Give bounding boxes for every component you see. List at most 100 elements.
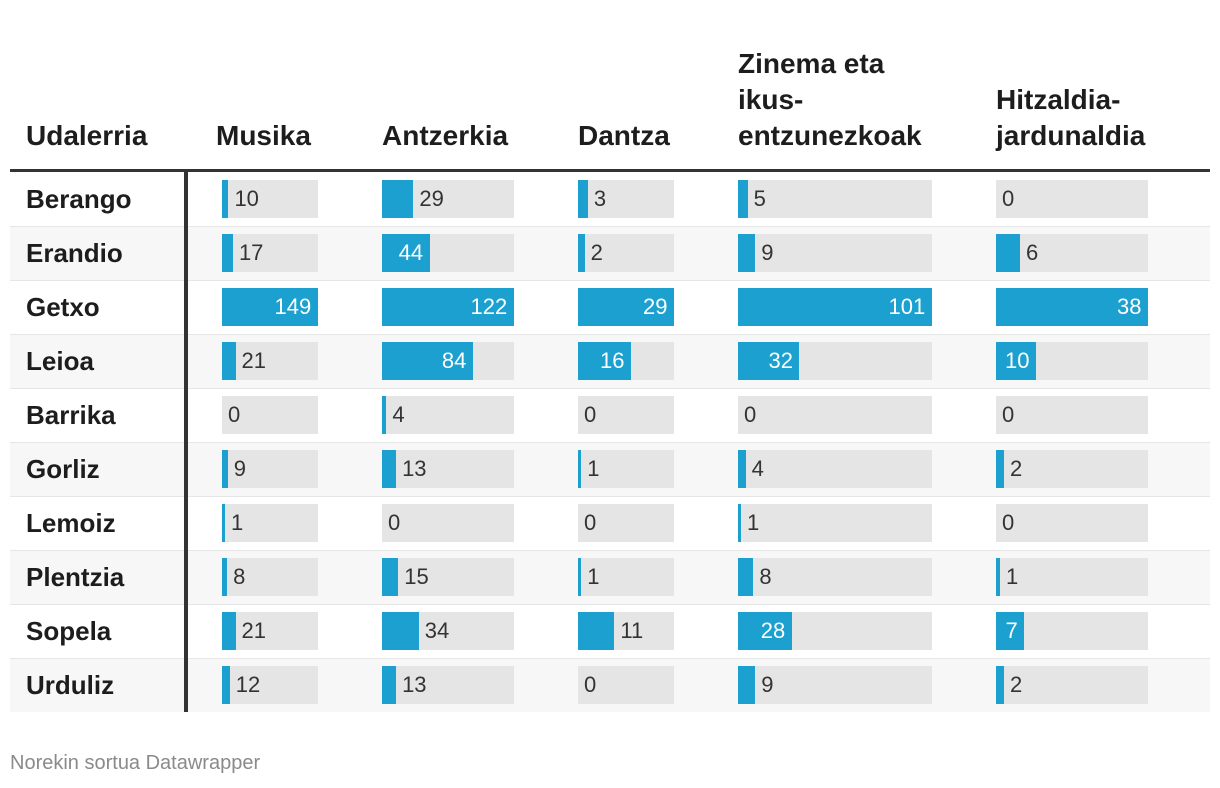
municipality-name: Getxo <box>26 292 100 322</box>
bar-track: 0 <box>996 180 1148 218</box>
bar-track: 11 <box>578 612 674 650</box>
row-divider <box>10 280 1210 281</box>
footer-credit: Norekin sortua Datawrapper <box>10 752 261 774</box>
bar <box>222 180 229 218</box>
bar-track: 29 <box>578 288 674 326</box>
bar-track: 32 <box>738 342 932 380</box>
bar <box>996 450 1004 488</box>
column-header-line: Antzerkia <box>382 120 509 151</box>
bar-track: 12 <box>222 666 318 704</box>
bar-track: 122 <box>382 288 514 326</box>
value-label: 9 <box>761 672 774 697</box>
value-label: 1 <box>747 510 760 535</box>
bar <box>222 612 236 650</box>
value-label: 8 <box>759 564 772 589</box>
bar <box>996 612 1024 650</box>
value-label: 4 <box>751 456 764 481</box>
bar-track: 1 <box>578 450 674 488</box>
value-label: 7 <box>1005 618 1018 643</box>
value-label: 2 <box>1010 672 1023 697</box>
column-header-line: jardunaldia <box>996 120 1146 151</box>
bar-track: 0 <box>382 504 514 542</box>
bar <box>222 234 233 272</box>
row-divider <box>10 226 1210 227</box>
row-divider <box>10 496 1210 497</box>
column-header-line: Dantza <box>578 120 670 151</box>
bar <box>738 288 932 326</box>
bar <box>738 558 754 596</box>
value-label: 1 <box>587 564 600 589</box>
value-label: 13 <box>402 672 427 697</box>
value-label: 3 <box>593 186 607 211</box>
value-label: 32 <box>768 348 793 373</box>
column-header-5: Hitzaldia-jardunaldia <box>996 82 1145 154</box>
value-label: 101 <box>888 294 926 319</box>
bar <box>996 342 1036 380</box>
bar-track: 1 <box>996 558 1148 596</box>
value-label: 29 <box>419 186 444 211</box>
bar-track: 13 <box>382 450 514 488</box>
table-row: Leioa 21 84 16 32 10 <box>10 334 1210 388</box>
header-divider <box>10 169 1210 172</box>
municipality-name: Leioa <box>26 346 94 376</box>
value-label: 21 <box>241 348 266 373</box>
bar-track: 8 <box>738 558 932 596</box>
municipality-name: Plentzia <box>26 562 125 592</box>
bar <box>222 288 318 326</box>
bar-track: 2 <box>996 666 1148 704</box>
bar-track: 2 <box>578 234 674 272</box>
bar <box>996 288 1148 326</box>
bar-track: 10 <box>222 180 318 218</box>
bar <box>382 342 473 380</box>
bar-track: 15 <box>382 558 514 596</box>
bar <box>738 666 756 704</box>
value-label: 0 <box>584 672 597 697</box>
bar-track: 10 <box>996 342 1148 380</box>
value-label: 5 <box>753 186 766 211</box>
bar-track: 9 <box>738 666 932 704</box>
bar-track: 3 <box>578 180 674 218</box>
bar-track: 4 <box>738 450 932 488</box>
bar-track: 0 <box>996 504 1148 542</box>
column-header-line: entzunezkoak <box>738 120 922 151</box>
value-label: 9 <box>233 456 247 481</box>
bar <box>578 234 585 272</box>
bar-track: 9 <box>222 450 318 488</box>
bar <box>738 180 748 218</box>
column-header-line: ikus- <box>738 84 804 115</box>
bar-track: 2 <box>996 450 1148 488</box>
table-row: Plentzia 8 15 1 8 1 <box>10 550 1210 604</box>
bar-track: 0 <box>578 504 674 542</box>
value-label: 0 <box>584 510 597 535</box>
bar <box>382 558 399 596</box>
bar <box>578 342 631 380</box>
bar-track: 44 <box>382 234 514 272</box>
value-label: 0 <box>744 402 757 427</box>
value-label: 44 <box>398 240 424 265</box>
table-row: Sopela 21 34 11 28 7 <box>10 604 1210 658</box>
bar <box>382 234 430 272</box>
row-divider <box>10 658 1210 659</box>
value-label: 34 <box>424 618 450 643</box>
value-label: 11 <box>620 618 644 643</box>
bar <box>738 504 741 542</box>
bar <box>578 558 582 596</box>
column-header-2: Antzerkia <box>382 118 508 154</box>
bar-track: 0 <box>996 396 1148 434</box>
value-label: 84 <box>441 348 467 373</box>
bar <box>222 504 225 542</box>
bar-track: 28 <box>738 612 932 650</box>
bar <box>738 342 800 380</box>
bar <box>578 612 615 650</box>
value-label: 0 <box>584 402 597 427</box>
bar <box>382 612 419 650</box>
bar-track: 1 <box>578 558 674 596</box>
table-row: Barrika 0 4 0 0 0 <box>10 388 1210 442</box>
column-header-0: Udalerria <box>26 118 147 154</box>
table-row: Berango 10 29 3 5 0 <box>10 172 1210 226</box>
bar-track: 101 <box>738 288 932 326</box>
bar-track: 149 <box>222 288 318 326</box>
value-label: 0 <box>228 402 241 427</box>
row-divider <box>10 604 1210 605</box>
bar <box>738 234 756 272</box>
